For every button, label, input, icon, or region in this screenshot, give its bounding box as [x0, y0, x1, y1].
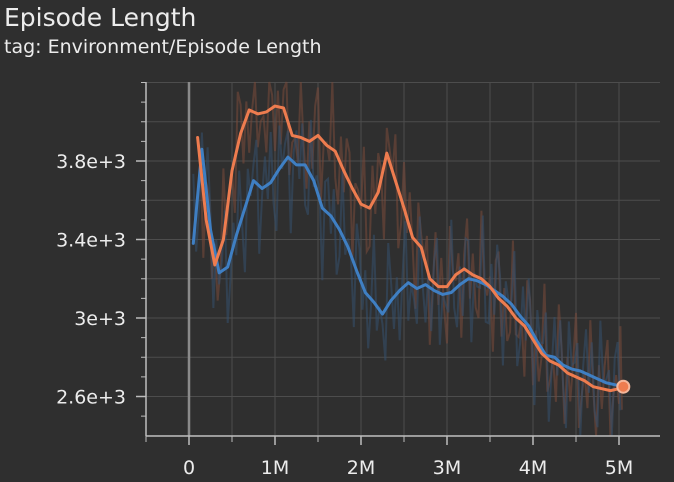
- series-end-marker: [616, 379, 631, 394]
- raw-line: [192, 119, 622, 437]
- series-line: [196, 104, 625, 393]
- x-tick-label: 1M: [261, 457, 289, 479]
- raw-series: [192, 81, 623, 437]
- x-tick-label: 3M: [433, 457, 461, 479]
- x-tick-label: 5M: [605, 457, 633, 479]
- series-lines: [191, 104, 625, 393]
- end-point: [616, 379, 631, 394]
- y-tick-label: 3.4e+3: [56, 230, 126, 252]
- series-line: [191, 147, 625, 389]
- chart-title: Episode Length: [4, 3, 197, 32]
- y-tick-label: 3.8e+3: [56, 151, 126, 173]
- x-tick-label: 2M: [347, 457, 375, 479]
- axes: 2.6e+3 3e+3 3.4e+3 3.8e+3 0 1M 2M 3M 4M 5M: [56, 82, 660, 479]
- y-tick-label: 2.6e+3: [56, 387, 126, 409]
- x-tick-label: 0: [183, 457, 195, 479]
- chart-subtitle: tag: Environment/Episode Length: [4, 36, 322, 58]
- y-tick-label: 3e+3: [74, 308, 126, 330]
- raw-line: [196, 81, 623, 437]
- x-tick-label: 4M: [519, 457, 547, 479]
